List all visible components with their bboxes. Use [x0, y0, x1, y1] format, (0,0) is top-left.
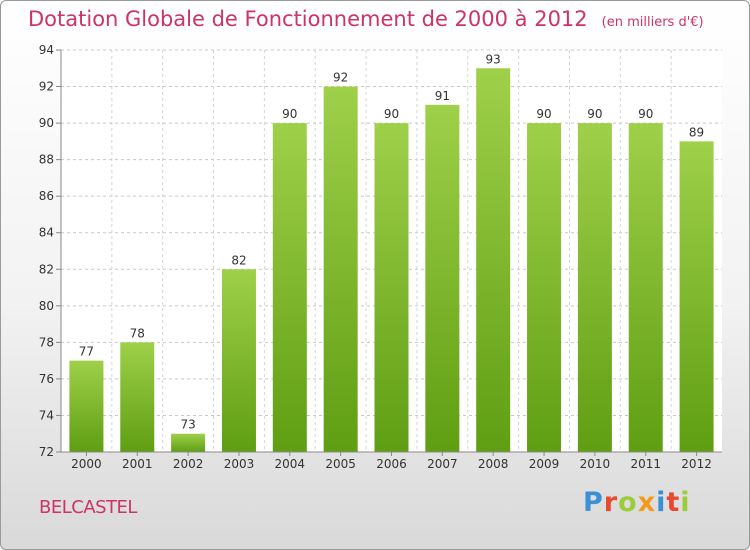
logo-letter: t — [666, 487, 681, 518]
bar-2004[interactable] — [272, 123, 307, 452]
y-tick-label: 84 — [39, 226, 54, 240]
bar-value-label: 77 — [79, 345, 94, 359]
bar-2007[interactable] — [425, 104, 460, 453]
proxiti-logo[interactable]: Proxiti — [583, 487, 691, 518]
bar-value-label: 73 — [180, 418, 195, 432]
y-tick-label: 92 — [39, 80, 54, 94]
y-tick-label: 76 — [39, 372, 54, 386]
bar-value-label: 92 — [333, 71, 348, 85]
bar-2008[interactable] — [476, 68, 511, 452]
bar-2000[interactable] — [69, 360, 104, 452]
commune-name: BELCASTEL — [39, 497, 137, 518]
chart-title: Dotation Globale de Fonctionnement de 20… — [28, 7, 704, 31]
bar-value-label: 82 — [231, 253, 246, 267]
bar-value-label: 90 — [587, 107, 602, 121]
x-tick-label: 2002 — [173, 457, 204, 471]
logo-letter: o — [618, 487, 638, 518]
bar-2010[interactable] — [577, 123, 612, 452]
logo-letter: i — [680, 487, 691, 518]
y-tick-label: 88 — [39, 153, 54, 167]
bar-value-label: 90 — [638, 107, 653, 121]
x-tick-label: 2009 — [529, 457, 560, 471]
y-tick-label: 90 — [39, 116, 54, 130]
x-tick-label: 2000 — [71, 457, 102, 471]
y-tick-label: 86 — [39, 189, 54, 203]
bar-2002[interactable] — [171, 433, 206, 452]
x-tick-label: 2007 — [427, 457, 458, 471]
bar-2011[interactable] — [628, 123, 663, 452]
chart-unit: (en milliers d'€) — [601, 15, 704, 30]
y-tick-label: 74 — [39, 408, 54, 422]
y-tick-label: 82 — [39, 262, 54, 276]
axes: 72 74 76 78 80 82 84 86 88 90 92 94 2000 2001 2002 2003… — [39, 43, 722, 471]
bar-value-label: 91 — [435, 89, 450, 103]
y-tick-label: 72 — [39, 445, 54, 459]
bar-value-label: 90 — [282, 107, 297, 121]
bar-2009[interactable] — [527, 123, 562, 452]
bar-value-label: 90 — [384, 107, 399, 121]
chart-title-text: Dotation Globale de Fonctionnement de 20… — [28, 7, 588, 31]
bars: 77 78 73 82 90 92 90 91 93 90 90 90 89 — [69, 52, 714, 453]
bar-2005[interactable] — [323, 86, 358, 452]
bar-2012[interactable] — [679, 141, 714, 452]
bar-2003[interactable] — [221, 269, 256, 452]
bar-value-label: 93 — [486, 52, 501, 66]
x-tick-label: 2001 — [122, 457, 153, 471]
bar-2001[interactable] — [120, 342, 155, 452]
y-tick-label: 80 — [39, 299, 54, 313]
logo-letter: r — [603, 487, 619, 518]
bar-value-label: 89 — [689, 125, 704, 139]
x-tick-label: 2010 — [580, 457, 611, 471]
logo-letter: i — [656, 487, 667, 518]
x-tick-label: 2006 — [376, 457, 407, 471]
y-tick-label: 94 — [39, 43, 54, 57]
x-tick-label: 2011 — [630, 457, 661, 471]
x-tick-label: 2008 — [478, 457, 509, 471]
x-tick-label: 2012 — [681, 457, 712, 471]
bar-value-label: 78 — [130, 326, 145, 340]
x-tick-label: 2004 — [275, 457, 306, 471]
x-tick-label: 2005 — [325, 457, 356, 471]
logo-letter: x — [637, 487, 657, 518]
y-tick-label: 78 — [39, 335, 54, 349]
bar-2006[interactable] — [374, 123, 409, 452]
logo-letter: P — [583, 487, 604, 518]
x-tick-label: 2003 — [224, 457, 255, 471]
bar-value-label: 90 — [536, 107, 551, 121]
